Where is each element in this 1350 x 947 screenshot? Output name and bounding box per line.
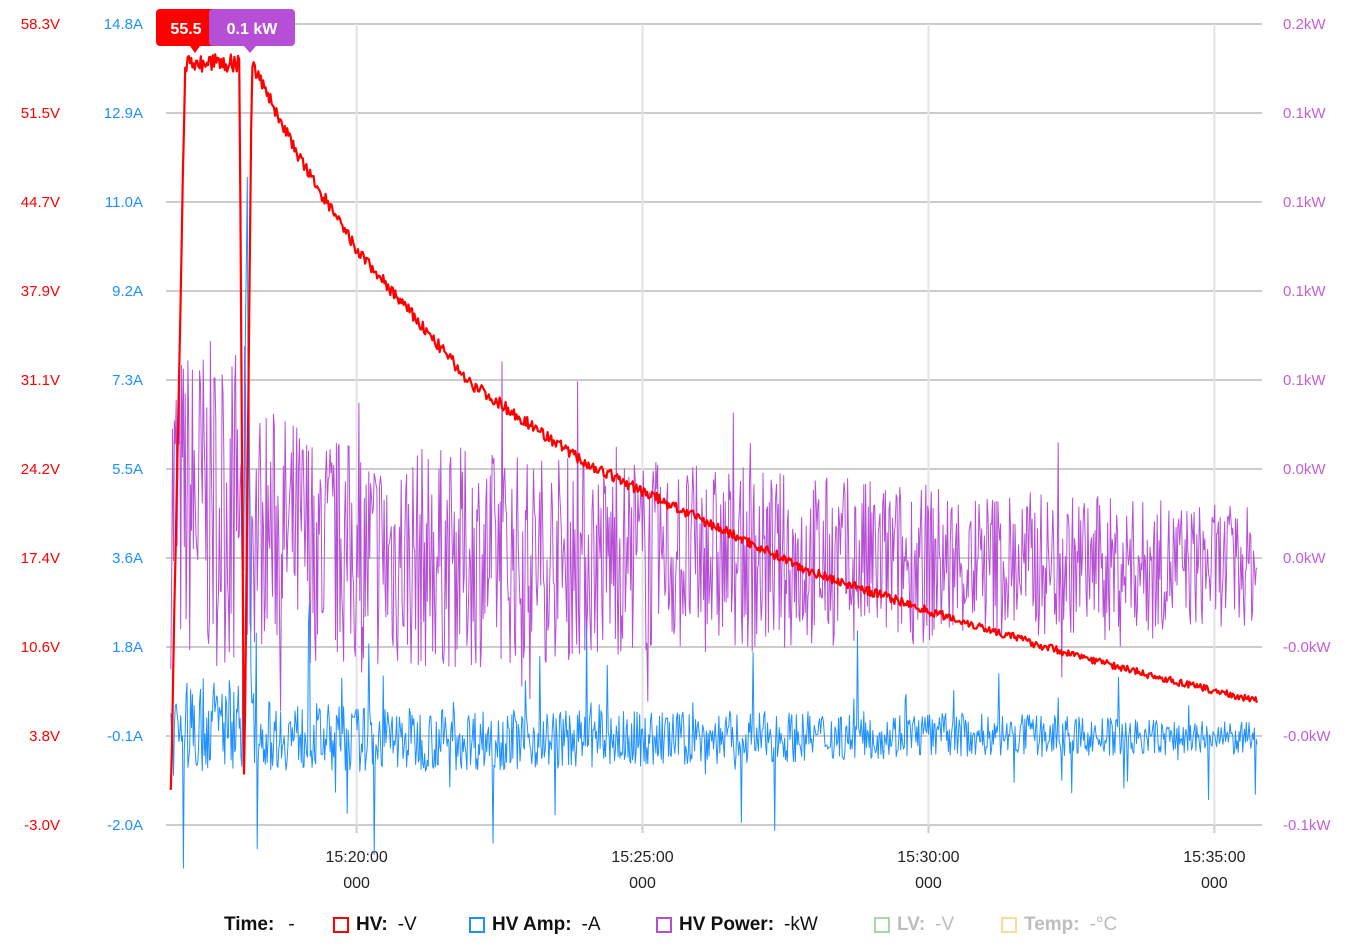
y-tick-voltage: 44.7V xyxy=(21,194,60,211)
y-tick-current: -0.1A xyxy=(107,728,143,745)
y-tick-voltage: 58.3V xyxy=(21,16,60,33)
y-tick-current: 9.2A xyxy=(112,283,143,300)
y-tick-current: 14.8A xyxy=(104,16,143,33)
legend-item-hv-amp[interactable]: HV Amp: -A xyxy=(469,910,601,940)
y-tick-voltage: 3.8V xyxy=(29,728,60,745)
legend-hv-name: HV: xyxy=(356,914,388,935)
y-tick-power: 0.2kW xyxy=(1283,16,1326,33)
hv-tooltip-bg xyxy=(156,9,216,46)
legend-swatch-temp xyxy=(1001,917,1017,933)
axis-labels: 58.3V 14.8A 0.2kW 51.5V 12.9A 0.1kW 44.7V 11.0A… xyxy=(21,16,1332,892)
grid-lines xyxy=(166,23,1262,833)
tooltips: 55.5 0.1 kW xyxy=(156,9,295,53)
y-tick-power: -0.0kW xyxy=(1283,639,1331,656)
y-tick-voltage: 51.5V xyxy=(21,105,60,122)
power-tooltip-arrow xyxy=(244,46,256,53)
legend-item-temp[interactable]: Temp: -°C xyxy=(1001,910,1117,940)
y-tick-power: -0.0kW xyxy=(1283,728,1331,745)
y-tick-power: 0.1kW xyxy=(1283,105,1326,122)
legend-time-name: Time: xyxy=(224,914,275,935)
y-tick-current: 3.6A xyxy=(112,550,143,567)
y-tick-voltage: 37.9V xyxy=(21,283,60,300)
series-line-hv-amp xyxy=(170,176,1258,869)
legend-time-value: - xyxy=(288,914,295,935)
y-tick-current: -2.0A xyxy=(107,817,143,834)
legend: Time: - HV: -V HV Amp: -A HV Power: -kW … xyxy=(0,910,1350,942)
hv-tooltip: 55.5 xyxy=(156,9,216,53)
x-tick-sublabel: 000 xyxy=(629,875,656,892)
y-tick-current: 1.8A xyxy=(112,639,143,656)
legend-lv-value: -V xyxy=(935,914,955,935)
legend-hv-power-name: HV Power: xyxy=(679,914,775,935)
y-tick-current: 5.5A xyxy=(112,461,143,478)
y-tick-power: 0.1kW xyxy=(1283,372,1326,389)
legend-hv-amp-name: HV Amp: xyxy=(492,914,572,935)
y-tick-current: 11.0A xyxy=(105,194,143,211)
legend-hv-value: -V xyxy=(397,914,417,935)
legend-item-lv[interactable]: LV: -V xyxy=(874,910,954,940)
legend-hv-power-value: -kW xyxy=(784,914,818,935)
legend-swatch-lv xyxy=(874,917,890,933)
y-tick-voltage: 31.1V xyxy=(21,372,60,389)
legend-swatch-hv-power xyxy=(656,917,672,933)
legend-hv-amp-value: -A xyxy=(581,914,601,935)
series-layer xyxy=(169,53,1258,869)
legend-lv-name: LV: xyxy=(897,914,926,935)
legend-item-hv[interactable]: HV: -V xyxy=(333,910,417,940)
power-tooltip-bg xyxy=(209,9,295,46)
legend-temp-name: Temp: xyxy=(1024,914,1080,935)
hv-tooltip-arrow xyxy=(190,46,200,53)
x-tick-sublabel: 000 xyxy=(915,875,942,892)
x-tick-label: 15:20:00 xyxy=(325,849,387,866)
x-tick-sublabel: 000 xyxy=(1201,875,1228,892)
y-tick-power: 0.1kW xyxy=(1283,283,1326,300)
x-tick-sublabel: 000 xyxy=(343,875,370,892)
x-tick-label: 15:25:00 xyxy=(611,849,673,866)
legend-swatch-hv-amp xyxy=(469,917,485,933)
x-tick-label: 15:30:00 xyxy=(897,849,959,866)
hv-tooltip-label: 55.5 xyxy=(170,21,201,38)
power-tooltip-label: 0.1 kW xyxy=(227,21,279,38)
y-tick-power: 0.0kW xyxy=(1283,550,1326,567)
y-tick-voltage: 10.6V xyxy=(21,639,60,656)
y-tick-current: 12.9A xyxy=(104,105,143,122)
series-line-hv-power xyxy=(170,340,1258,712)
y-tick-voltage: -3.0V xyxy=(24,817,60,834)
series-line-hv xyxy=(169,53,1258,790)
power-tooltip: 0.1 kW xyxy=(209,9,295,53)
y-tick-voltage: 24.2V xyxy=(21,461,60,478)
y-tick-power: 0.0kW xyxy=(1283,461,1326,478)
y-tick-current: 7.3A xyxy=(112,372,143,389)
y-tick-power: -0.1kW xyxy=(1283,817,1331,834)
legend-time: Time: - xyxy=(224,910,295,940)
y-tick-voltage: 17.4V xyxy=(21,550,60,567)
legend-temp-value: -°C xyxy=(1089,914,1118,935)
legend-swatch-hv xyxy=(333,917,349,933)
legend-item-hv-power[interactable]: HV Power: -kW xyxy=(656,910,818,940)
x-tick-label: 15:35:00 xyxy=(1183,849,1245,866)
y-tick-power: 0.1kW xyxy=(1283,194,1326,211)
line-chart: 58.3V 14.8A 0.2kW 51.5V 12.9A 0.1kW 44.7V 11.0A… xyxy=(21,9,1332,892)
